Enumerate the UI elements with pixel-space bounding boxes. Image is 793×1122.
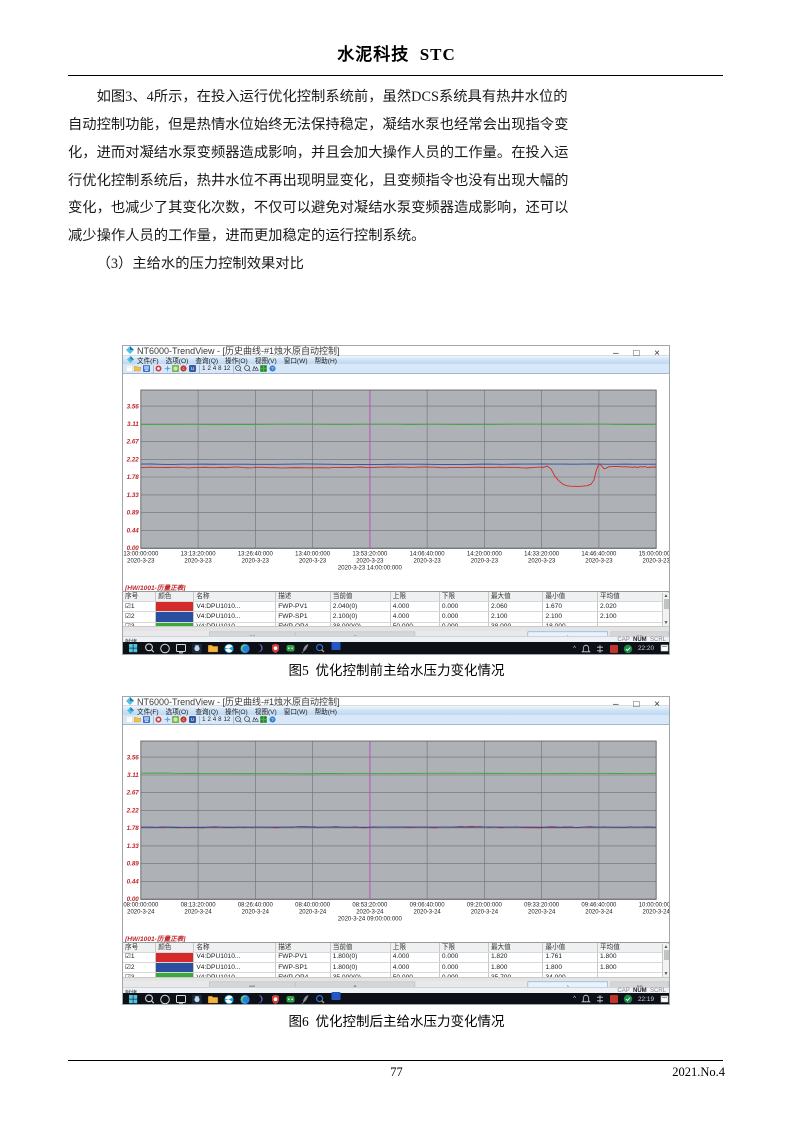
svg-text:1.33: 1.33	[127, 843, 140, 850]
svg-text:09:33:20:000: 09:33:20:000	[524, 902, 560, 908]
svg-text:09:46:40:000: 09:46:40:000	[581, 902, 617, 908]
svg-text:0.89: 0.89	[127, 510, 140, 517]
svg-text:14:33:20:000: 14:33:20:000	[524, 552, 560, 558]
svg-text:2020-3-24: 2020-3-24	[528, 909, 556, 915]
svg-text:2020-3-24: 2020-3-24	[184, 909, 212, 915]
svg-text:0.44: 0.44	[127, 879, 140, 886]
svg-text:09:06:40:000: 09:06:40:000	[410, 902, 446, 908]
svg-text:14:06:40:000: 14:06:40:000	[410, 552, 446, 558]
svg-text:2020-3-24: 2020-3-24	[242, 909, 270, 915]
svg-text:2020-3-23: 2020-3-23	[528, 559, 556, 565]
svg-text:09:20:00:000: 09:20:00:000	[467, 902, 503, 908]
svg-text:-: -	[246, 366, 247, 370]
svg-text:2020-3-24: 2020-3-24	[299, 909, 327, 915]
svg-text:14:20:00:000: 14:20:00:000	[467, 552, 503, 558]
svg-text:3.11: 3.11	[127, 421, 139, 428]
svg-text:2020-3-23: 2020-3-23	[299, 559, 327, 565]
svg-text:08:13:20:000: 08:13:20:000	[181, 902, 217, 908]
svg-text:2020-3-24 09:00:00:000: 2020-3-24 09:00:00:000	[338, 916, 403, 922]
svg-text:1.33: 1.33	[127, 492, 140, 499]
svg-text:08:26:40:000: 08:26:40:000	[238, 902, 274, 908]
svg-text:0.89: 0.89	[127, 861, 140, 868]
svg-text:13:53:20:000: 13:53:20:000	[352, 552, 388, 558]
svg-text:0.44: 0.44	[127, 528, 140, 535]
svg-text:2.67: 2.67	[126, 790, 140, 797]
svg-text:13:00:00:000: 13:00:00:000	[123, 552, 159, 558]
svg-text:08:40:00:000: 08:40:00:000	[295, 902, 331, 908]
svg-text:2.22: 2.22	[126, 457, 140, 464]
svg-text:2020-3-24: 2020-3-24	[643, 909, 670, 915]
svg-text:08:00:00:000: 08:00:00:000	[123, 902, 159, 908]
svg-text:2020-3-24: 2020-3-24	[585, 909, 613, 915]
svg-text:1.78: 1.78	[127, 825, 140, 832]
svg-text:2020-3-23: 2020-3-23	[127, 559, 155, 565]
svg-text:2020-3-24: 2020-3-24	[356, 909, 384, 915]
svg-text:13:13:20:000: 13:13:20:000	[181, 552, 217, 558]
svg-text:c: c	[183, 366, 185, 371]
svg-text:U: U	[191, 717, 194, 722]
svg-text:2020-3-23: 2020-3-23	[471, 559, 499, 565]
svg-text:2020-3-24: 2020-3-24	[471, 909, 499, 915]
svg-text:2020-3-24: 2020-3-24	[127, 909, 155, 915]
svg-text:2020-3-24: 2020-3-24	[413, 909, 441, 915]
svg-text:13:40:00:000: 13:40:00:000	[295, 552, 331, 558]
svg-text:13:26:40:000: 13:26:40:000	[238, 552, 274, 558]
svg-text:08:53:20:000: 08:53:20:000	[352, 902, 388, 908]
svg-text:2020-3-23: 2020-3-23	[242, 559, 270, 565]
svg-text:2020-3-23: 2020-3-23	[413, 559, 441, 565]
svg-text:2.67: 2.67	[126, 439, 140, 446]
svg-text:10:00:00:000: 10:00:00:000	[639, 902, 670, 908]
svg-text:2020-3-23: 2020-3-23	[184, 559, 212, 565]
svg-text:c: c	[183, 717, 185, 722]
svg-text:15:00:00:000: 15:00:00:000	[639, 552, 670, 558]
svg-text:1.78: 1.78	[127, 474, 140, 481]
svg-text:2020-3-23 14:00:00:000: 2020-3-23 14:00:00:000	[338, 566, 403, 572]
svg-text:14:46:40:000: 14:46:40:000	[581, 552, 617, 558]
svg-text:2020-3-23: 2020-3-23	[585, 559, 613, 565]
svg-text:2020-3-23: 2020-3-23	[643, 559, 670, 565]
svg-text:+: +	[237, 366, 239, 370]
svg-text:-: -	[246, 717, 247, 721]
svg-text:2.22: 2.22	[126, 808, 140, 815]
svg-text:U: U	[191, 366, 194, 371]
svg-text:2020-3-23: 2020-3-23	[356, 559, 384, 565]
svg-text:+: +	[237, 717, 239, 721]
svg-text:3.56: 3.56	[127, 403, 140, 410]
svg-text:3.56: 3.56	[127, 754, 140, 761]
svg-text:3.11: 3.11	[127, 772, 139, 779]
